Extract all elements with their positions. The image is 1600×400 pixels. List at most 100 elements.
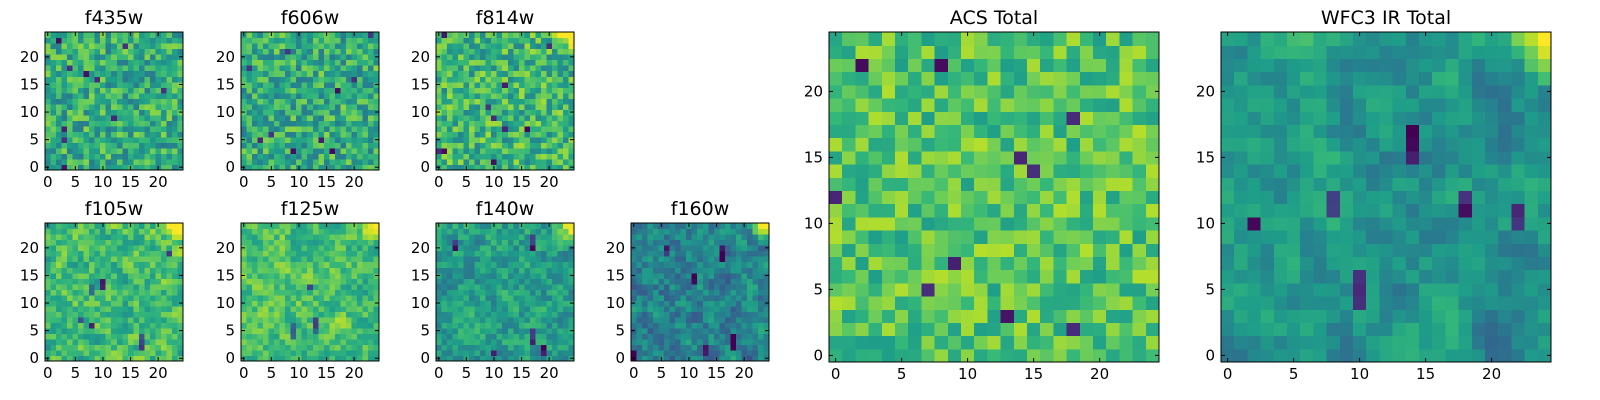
heatmap-cell [160,338,168,346]
heatmap-cell [89,136,96,143]
heatmap-cell [529,81,536,88]
heatmap-cell [318,322,325,329]
heatmap-cell [78,300,85,307]
heatmap-cell [301,43,308,50]
heatmap-cell [241,283,248,290]
heatmap-cell [524,305,531,312]
heatmap-cell [72,147,79,155]
heatmap-cell [458,114,465,121]
heatmap-cell [1132,164,1147,178]
heatmap-cell [318,250,325,257]
heatmap-cell [447,228,454,235]
heatmap-cell [334,81,341,88]
heatmap-cell [636,267,643,274]
heatmap-cell [719,267,726,274]
heatmap-cell [144,355,151,362]
heatmap-cell [881,230,896,244]
heatmap-cell [367,92,375,99]
heatmap-cell [518,300,525,307]
heatmap-cell [752,305,759,312]
heatmap-cell [160,142,168,149]
heatmap-cell [507,256,514,263]
heatmap-cell [252,239,259,246]
heatmap-cell [323,59,330,66]
heatmap-cell [133,98,140,105]
heatmap-cell [474,43,481,50]
heatmap-cell [318,131,325,138]
heatmap-cell [177,142,184,149]
heatmap-cell [144,250,151,257]
heatmap-cell [485,65,492,72]
heatmap-cell [100,81,107,88]
heatmap-cell [318,245,325,252]
heatmap-cell [1093,309,1107,323]
heatmap-cell [111,228,118,235]
heatmap-cell [274,136,281,143]
heatmap-cell [691,355,698,362]
heatmap-cell [540,81,547,88]
heatmap-cell [463,316,470,323]
heatmap-cell [1066,256,1081,271]
heatmap-cell [301,70,308,77]
y-tick-label: 15 [216,75,235,93]
heatmap-cell [72,322,79,329]
heatmap-cell [160,54,168,61]
heatmap-cell [257,234,264,241]
heatmap-cell [908,269,922,284]
heatmap-cell [507,70,514,77]
heatmap-cell [72,125,79,132]
heatmap-cell [61,261,68,268]
heatmap-cell [551,228,559,235]
heatmap-cell [961,216,975,231]
heatmap-cell [177,294,184,301]
heatmap-cell [934,269,949,284]
heatmap-cell [329,327,336,334]
heatmap-cell [947,282,962,297]
heatmap-cell [252,37,259,44]
heatmap-cell [447,76,454,83]
heatmap-cell [329,338,336,346]
heatmap-cell [518,109,525,116]
heatmap-cell [263,54,270,61]
heatmap-cell [540,300,547,307]
heatmap-cell [562,142,570,149]
heatmap-cell [529,142,536,149]
heatmap-cell [67,153,74,160]
heatmap-cell [290,153,297,160]
heatmap-cell [334,54,341,61]
heatmap-cell [496,322,503,329]
heatmap-cell [345,136,352,143]
heatmap-cell [496,109,503,116]
heatmap-cell [45,239,52,246]
heatmap-cell [160,300,168,307]
heatmap-cell [241,158,248,166]
heatmap-cell [631,267,638,274]
heatmap-cell [1066,296,1081,310]
heatmap-cell [855,282,870,297]
heatmap-cell [987,190,1002,205]
heatmap-cell [67,147,74,155]
heatmap-cell [78,131,85,138]
heatmap-cell [127,300,134,307]
heatmap-cell [351,142,358,149]
heatmap-cell [290,228,297,235]
heatmap-cell [447,153,454,160]
x-tick-label: 15 [512,173,531,191]
heatmap-cell [746,261,754,268]
heatmap-cell [100,333,107,340]
heatmap-cell [540,125,547,132]
heatmap-cell [540,294,547,301]
heatmap-cell [441,234,448,241]
heatmap-cell [285,261,292,268]
heatmap-cell [708,300,715,307]
heatmap-cell [463,65,470,72]
heatmap-cell [458,70,465,77]
heatmap-cell [290,333,297,340]
heatmap-cell [642,338,649,346]
heatmap-cell [171,272,179,279]
heatmap-cell [551,153,559,160]
heatmap-cell [56,103,63,110]
heatmap-cell [127,153,134,160]
heatmap-cell [144,311,151,318]
heatmap-cell [507,355,514,362]
